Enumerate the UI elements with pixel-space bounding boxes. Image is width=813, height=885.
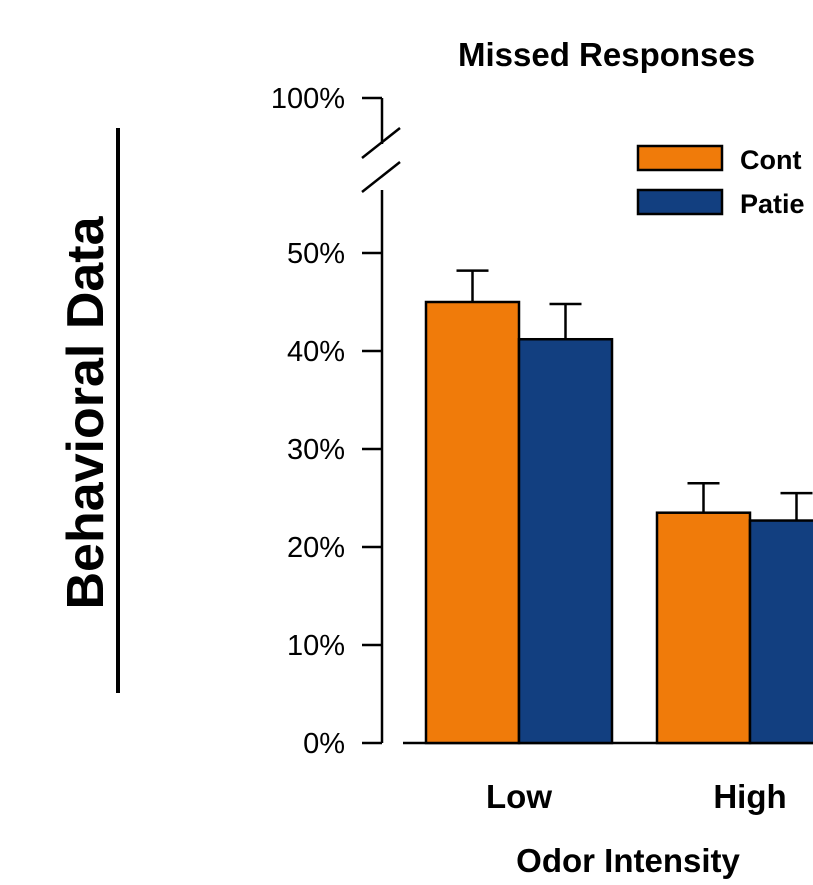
y-tick-label: 10% — [287, 630, 345, 662]
category-label: High — [713, 778, 786, 815]
side-title-group: Behavioral Data — [57, 128, 120, 693]
bars — [424, 269, 813, 745]
y-tick-label: 20% — [287, 532, 345, 564]
bar — [424, 300, 521, 745]
side-title: Behavioral Data — [57, 215, 115, 609]
x-axis-title: Odor Intensity — [516, 842, 740, 879]
y-tick-label: 50% — [287, 238, 345, 270]
y-tick-label: 0% — [303, 728, 345, 760]
y-ticks: 0% 10% 20% 30% 40% 50% 100% — [271, 83, 382, 760]
chart-title: Missed Responses — [458, 36, 755, 73]
category-label: Low — [486, 778, 552, 815]
legend-label: Cont — [740, 145, 801, 175]
y-tick-label: 30% — [287, 434, 345, 466]
axis-break-lower-mark — [361, 161, 401, 193]
legend: Cont Patie — [636, 144, 805, 219]
bar — [655, 511, 752, 745]
axis-break-upper-mark — [361, 127, 401, 159]
legend-swatch — [636, 144, 724, 172]
bar — [748, 519, 813, 745]
y-tick-label: 100% — [271, 83, 345, 115]
legend-label: Patie — [740, 189, 805, 219]
category-labels: Low High — [486, 778, 787, 815]
legend-swatch — [636, 188, 724, 216]
y-tick-label: 40% — [287, 336, 345, 368]
bar — [517, 337, 614, 745]
